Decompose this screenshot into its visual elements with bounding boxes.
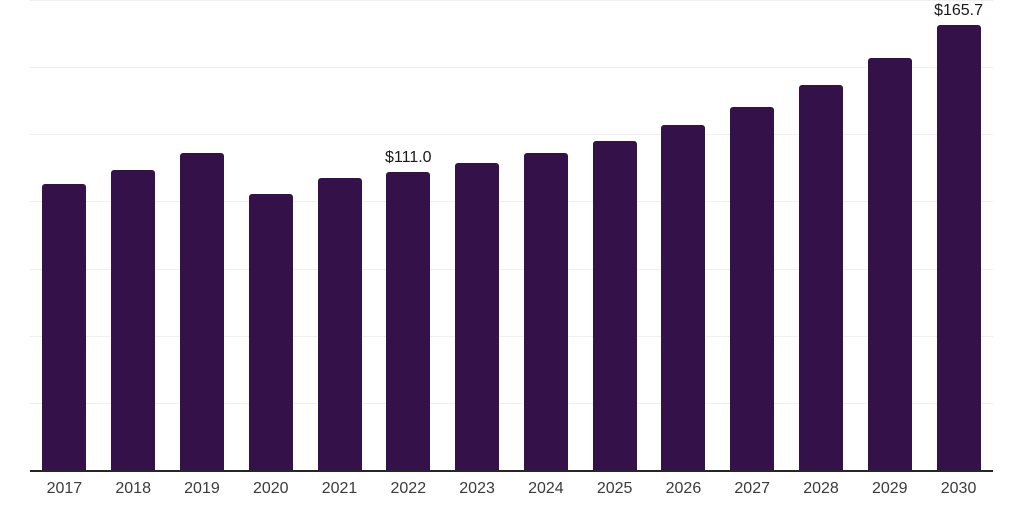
x-tick-2017: 2017 (46, 480, 83, 497)
x-tick-2019: 2019 (184, 480, 220, 497)
x-tick-2025: 2025 (596, 480, 633, 497)
bar-slot-2020 (236, 0, 305, 470)
bar-2026 (661, 125, 706, 470)
bar-2023 (455, 163, 500, 470)
x-tick-2024: 2024 (528, 480, 564, 497)
x-tick-2026: 2026 (665, 480, 702, 497)
x-tick-2022: 2022 (390, 480, 427, 497)
bar-2030 (936, 24, 981, 470)
bar-2025 (592, 141, 637, 470)
bar-slot-2027 (718, 0, 787, 470)
x-tick-2029: 2029 (871, 480, 908, 497)
bar-slot-2028 (787, 0, 856, 470)
bar-2024 (523, 153, 568, 470)
plot-area: $111.0 $165.7 (30, 0, 993, 472)
bar-2027 (730, 107, 775, 470)
x-tick-2030: 2030 (940, 480, 977, 497)
bar-slot-2023 (443, 0, 512, 470)
x-tick-2018: 2018 (115, 480, 151, 497)
bar-slot-2026 (649, 0, 718, 470)
bar-slot-2030: $165.7 (924, 0, 993, 470)
x-tick-2021: 2021 (321, 480, 358, 497)
bar-value-label-2022: $111.0 (385, 148, 432, 166)
bar-2020 (248, 193, 293, 470)
bar-2022 (386, 171, 431, 470)
bar-slot-2029 (855, 0, 924, 470)
x-tick-2023: 2023 (459, 480, 495, 497)
bar-slot-2021 (305, 0, 374, 470)
bar-slot-2018 (99, 0, 168, 470)
bar-slot-2022: $111.0 (374, 0, 443, 470)
bar-2029 (867, 58, 912, 470)
bar-2018 (111, 170, 156, 470)
bar-2017 (42, 183, 87, 470)
bar-slot-2025 (580, 0, 649, 470)
x-axis-labels: 2017 2018 2019 2020 2021 2022 2023 2024 2025 2026… (30, 472, 993, 498)
bar-slot-2024 (511, 0, 580, 470)
bar-2021 (317, 177, 362, 470)
bar-value-label-2030: $165.7 (934, 1, 984, 19)
bar-2019 (179, 153, 224, 470)
bar-2028 (798, 84, 843, 470)
bar-slot-2017 (30, 0, 99, 470)
x-tick-2027: 2027 (734, 480, 770, 497)
bar-slot-2019 (168, 0, 237, 470)
x-tick-2020: 2020 (252, 480, 289, 497)
x-tick-2028: 2028 (803, 480, 839, 497)
